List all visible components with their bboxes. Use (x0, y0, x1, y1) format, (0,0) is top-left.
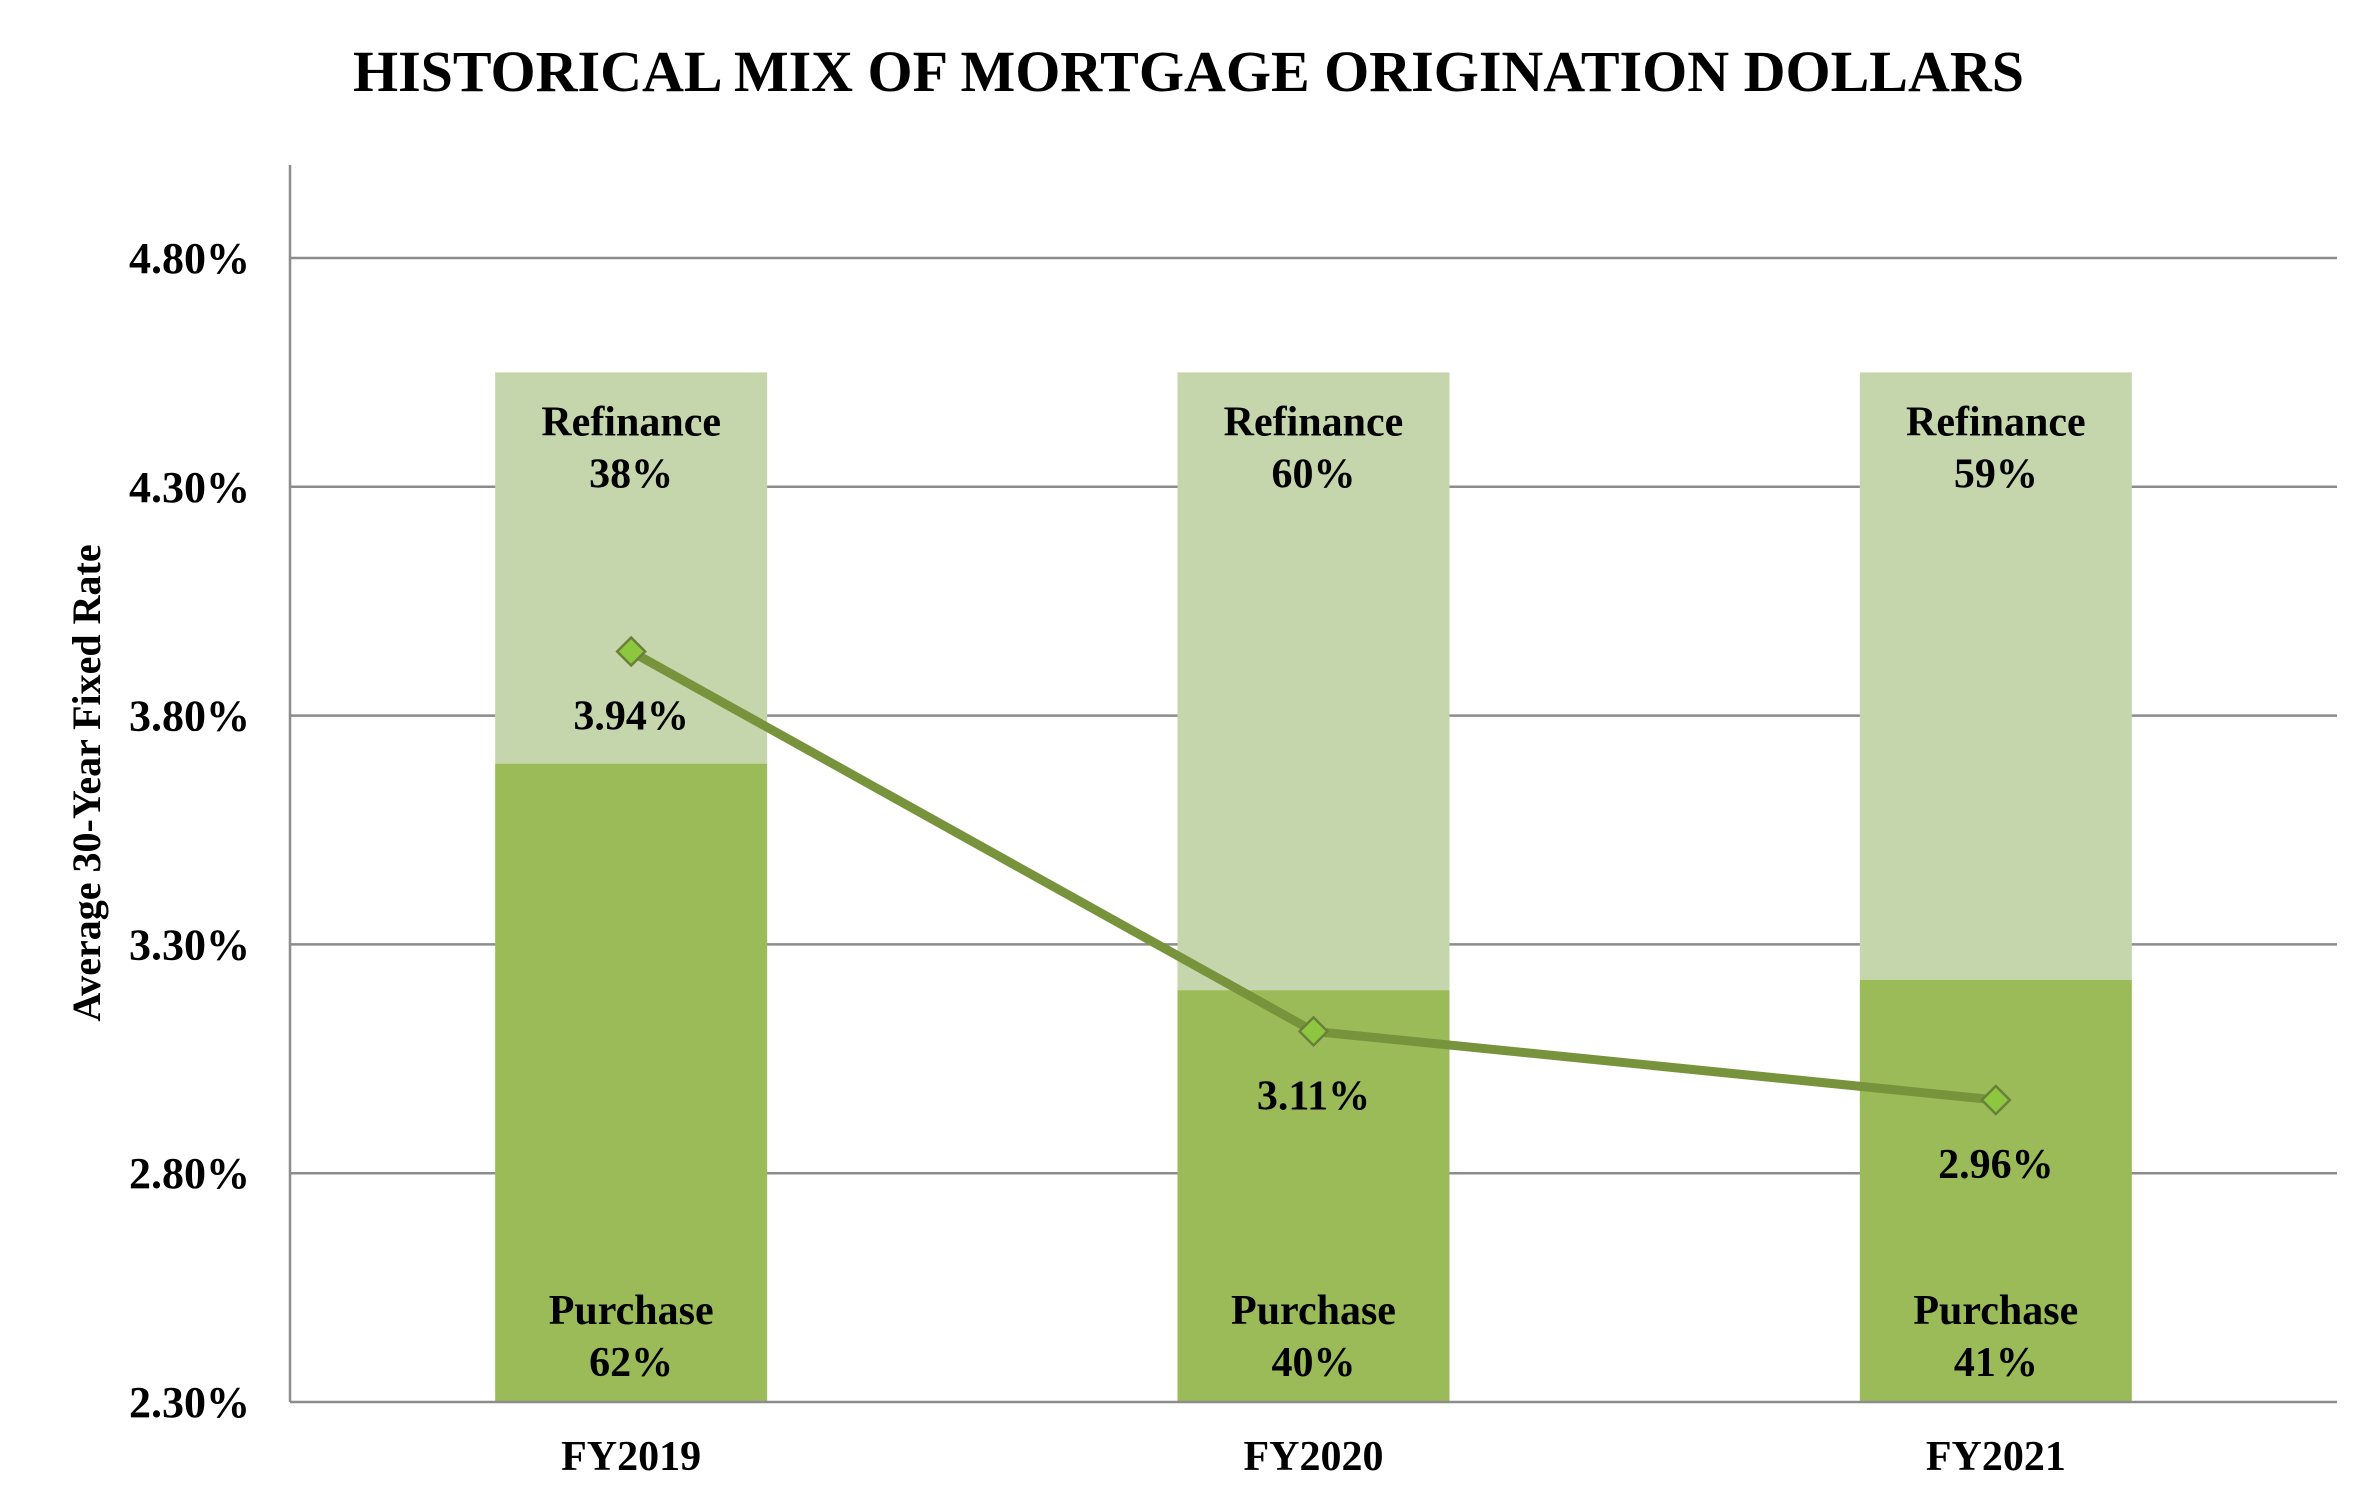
axes: 2.30% 2.80% 3.30% 3.80% 4.30% 4.80% Average 30… (64, 165, 2337, 1480)
rate-marker (1297, 1015, 1330, 1048)
y-tick-label: 2.80% (129, 1149, 250, 1198)
refinance-share-label: 59% (1954, 451, 2038, 497)
rate-line (615, 635, 2012, 1116)
y-tick-label: 2.30% (129, 1378, 250, 1427)
y-axis-title: Average 30-Year Fixed Rate (64, 544, 109, 1021)
rate-value-label: 2.96% (1938, 1142, 2054, 1188)
purchase-bar-segment (1177, 990, 1450, 1402)
purchase-share-label: 62% (589, 1340, 673, 1386)
purchase-label: Purchase (1913, 1288, 2078, 1334)
refinance-share-label: 60% (1272, 451, 1356, 497)
x-tick-label: FY2021 (1926, 1434, 2066, 1480)
purchase-bar-segment (1859, 979, 2132, 1402)
refinance-label: Refinance (1906, 399, 2086, 445)
stacked-bars (495, 372, 2132, 1402)
chart-title: HISTORICAL MIX OF MORTGAGE ORIGINATION D… (352, 39, 2025, 104)
y-tick-label: 4.30% (129, 463, 250, 512)
x-tick-label: FY2019 (561, 1434, 701, 1480)
refinance-label: Refinance (1224, 399, 1404, 445)
purchase-label: Purchase (549, 1288, 714, 1334)
y-tick-label: 3.30% (129, 920, 250, 969)
refinance-share-label: 38% (589, 451, 673, 497)
refinance-bar-segment (1859, 372, 2132, 980)
purchase-share-label: 41% (1954, 1340, 2038, 1386)
purchase-share-label: 40% (1272, 1340, 1356, 1386)
rate-marker (1980, 1084, 2012, 1116)
data-labels: Refinance 38% Purchase 62% Refinance 60% Purch… (541, 399, 2085, 1386)
refinance-bar-segment (1177, 372, 1450, 991)
rate-value-label: 3.11% (1257, 1073, 1370, 1119)
purchase-label: Purchase (1231, 1288, 1396, 1334)
purchase-bar-segment (495, 763, 768, 1402)
y-tick-label: 3.80% (129, 692, 250, 741)
rate-value-label: 3.94% (573, 694, 689, 740)
rate-marker (615, 635, 647, 668)
refinance-label: Refinance (541, 399, 721, 445)
x-tick-label: FY2020 (1244, 1434, 1384, 1480)
y-tick-label: 4.80% (129, 234, 250, 283)
